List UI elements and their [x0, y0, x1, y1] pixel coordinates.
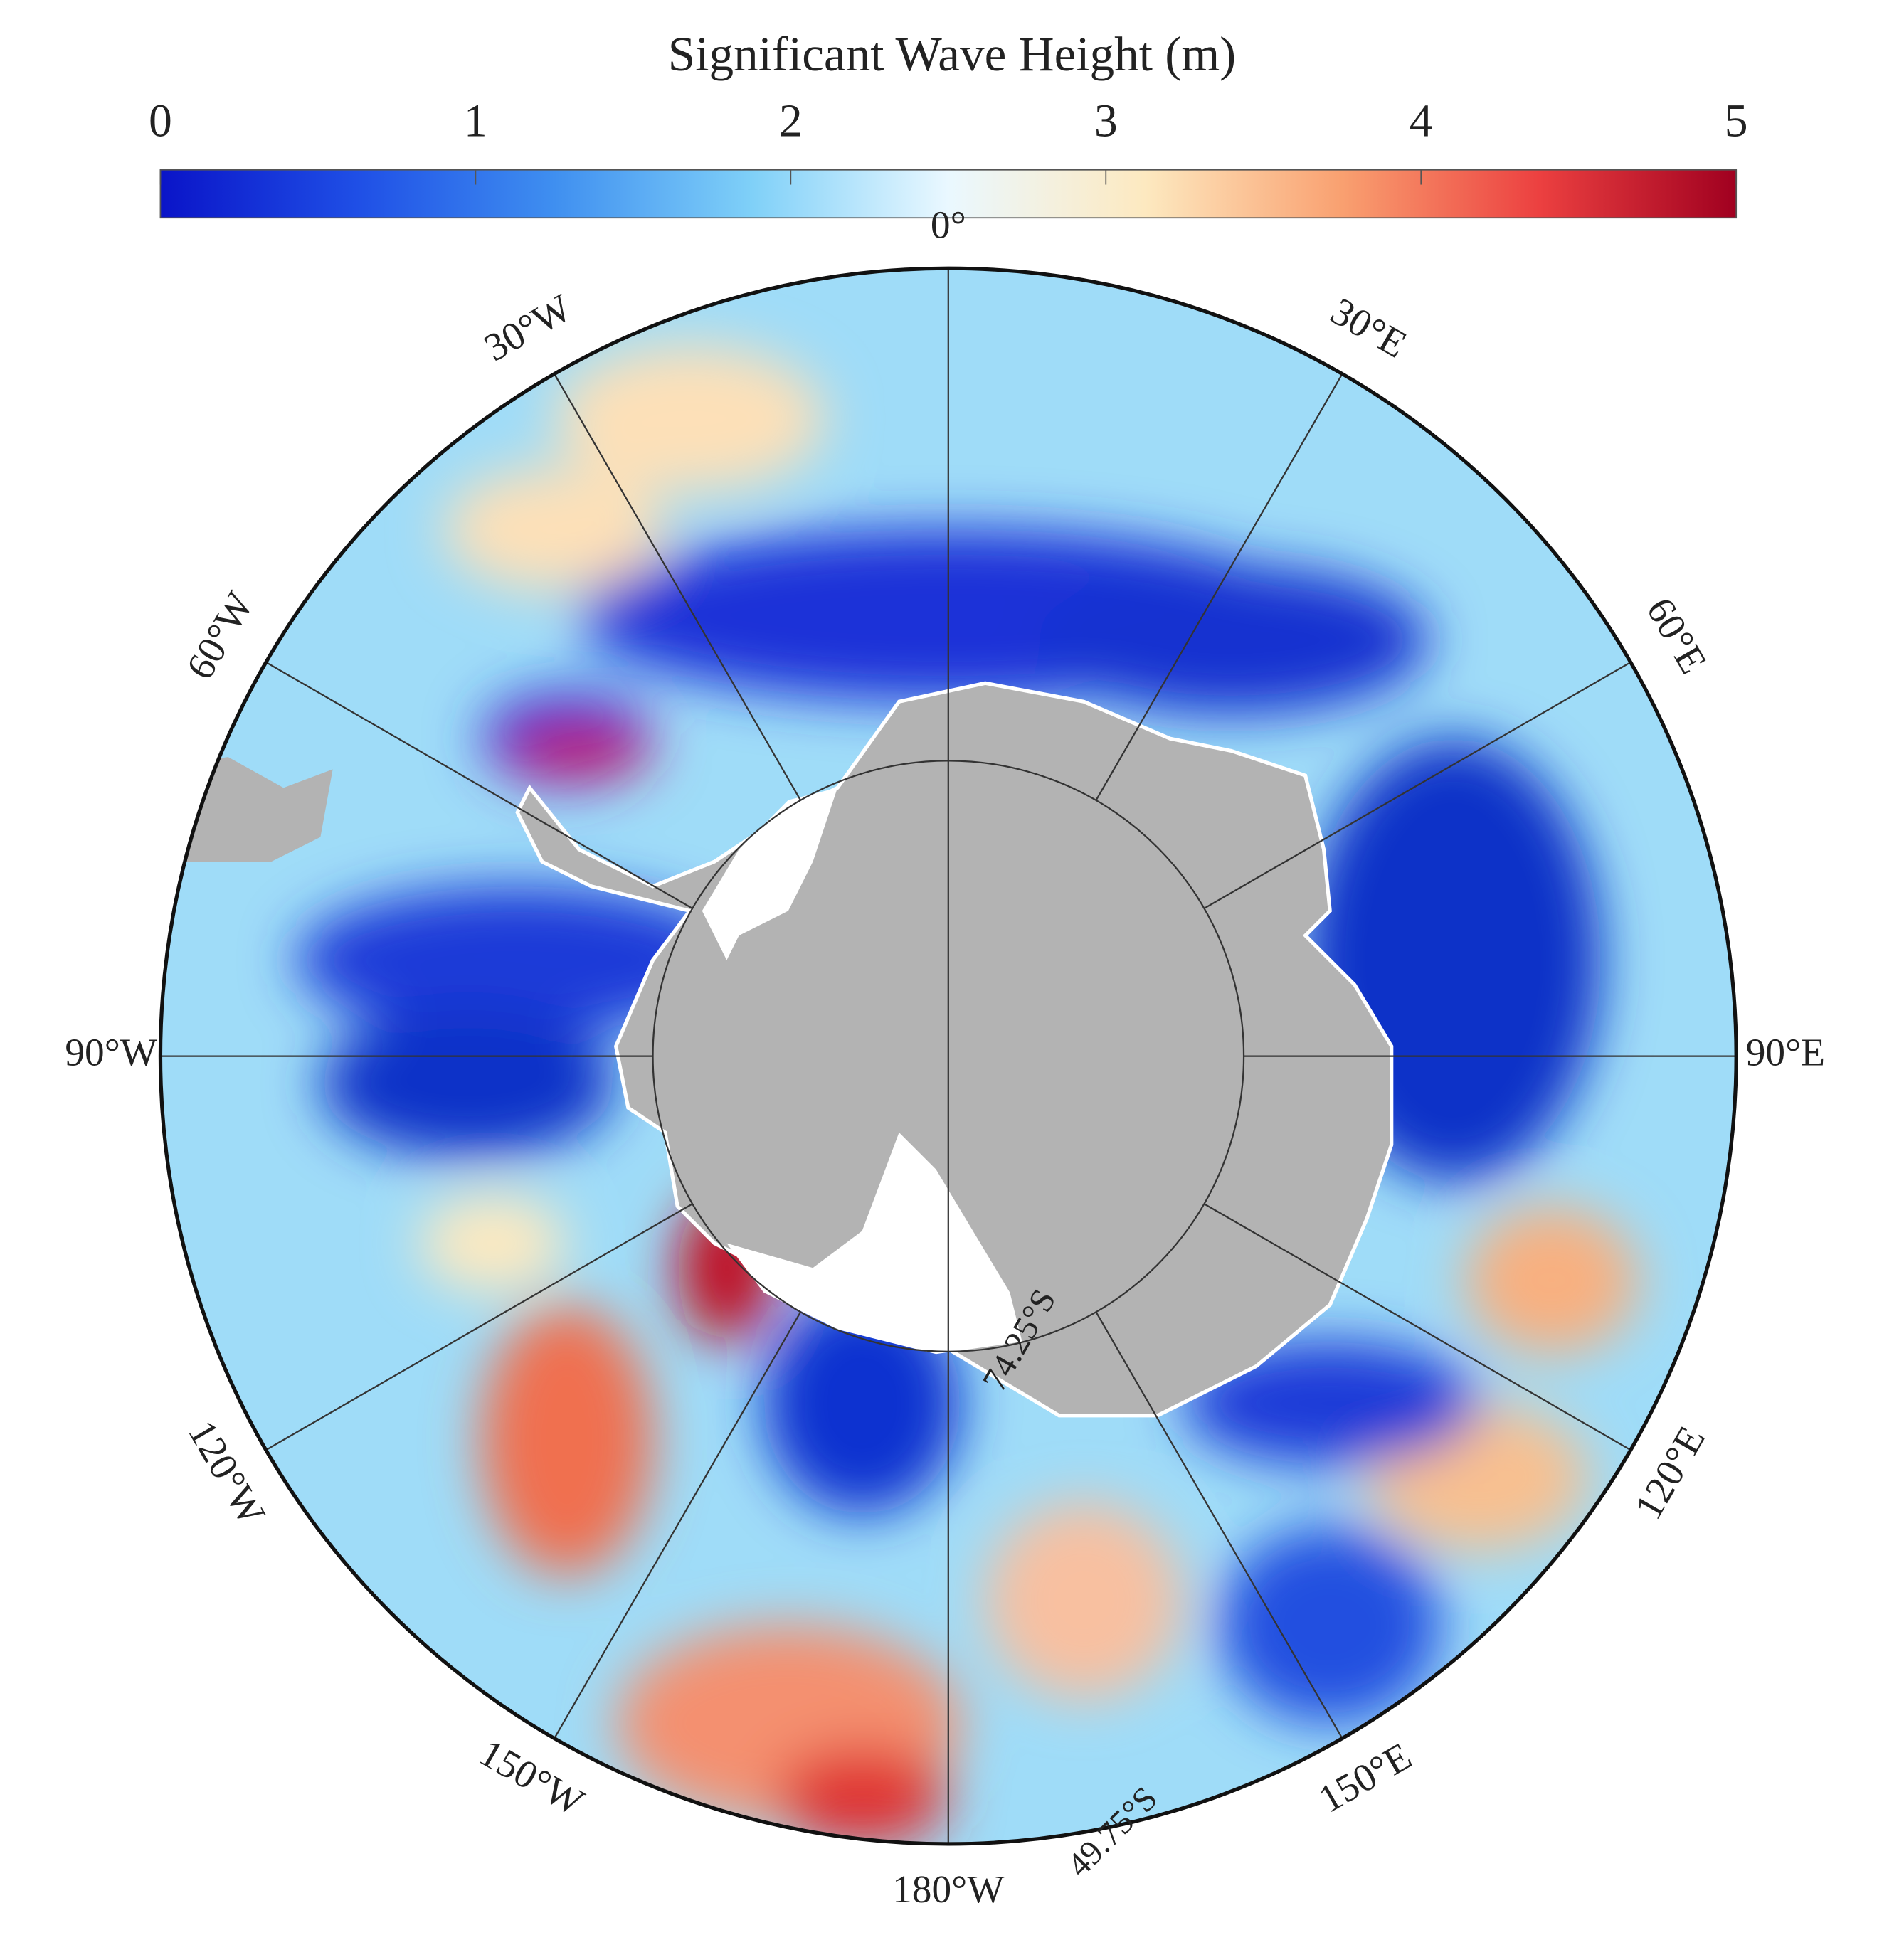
longitude-label: 30°W: [477, 285, 579, 369]
meridian: [1095, 1311, 1343, 1739]
meridian: [554, 1311, 802, 1739]
longitude-label: 90°W: [65, 1030, 157, 1073]
meridian: [1095, 373, 1343, 801]
map-frame: [158, 266, 1738, 1846]
longitude-label: 180°W: [892, 1867, 1005, 1911]
ice-shelf: [702, 788, 838, 960]
colorbar-title: Significant Wave Height (m): [668, 26, 1236, 81]
colorbar: [159, 169, 1738, 219]
longitude-label: 60°E: [1639, 590, 1715, 681]
colorbar-tick-label: 3: [1094, 95, 1118, 147]
colorbar-tick-label: 1: [464, 95, 487, 147]
colorbar-tick-label: 0: [149, 95, 172, 147]
meridian: [1203, 661, 1631, 909]
colorbar-tick-label: 4: [1410, 95, 1433, 147]
colorbar-tick-label: 5: [1725, 95, 1748, 147]
longitude-label: 0°: [931, 203, 966, 247]
south-america: [185, 757, 333, 862]
wave-field: [160, 268, 1737, 1844]
colorbar-tick-label: 2: [779, 95, 803, 147]
meridian: [265, 1203, 693, 1451]
longitude-label: 60°W: [178, 584, 262, 686]
longitude-label: 30°E: [1324, 289, 1414, 366]
longitude-label: 90°E: [1746, 1030, 1825, 1073]
meridian: [554, 373, 802, 801]
meridian: [1203, 1203, 1631, 1451]
meridian: [265, 661, 693, 909]
